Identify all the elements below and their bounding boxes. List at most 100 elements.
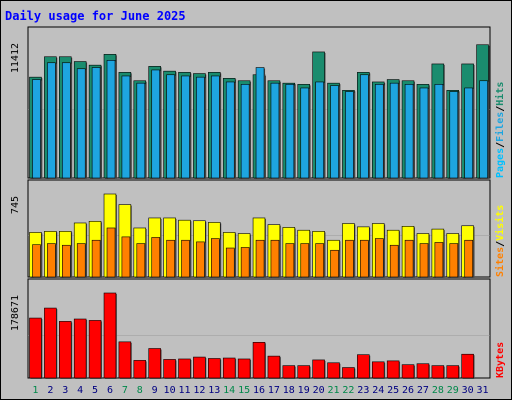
bar-files-day-11	[181, 75, 191, 179]
x-tick-label: 26	[402, 385, 414, 396]
bar-files-day-12	[196, 76, 206, 179]
bar-kbytes-day-28	[431, 365, 445, 379]
x-tick-label: 17	[268, 385, 280, 396]
bar-sites-day-2	[47, 243, 57, 278]
bar-kbytes-day-5	[88, 320, 103, 379]
legend-entry: Sites	[494, 247, 506, 277]
bar-kbytes-day-6	[103, 292, 117, 379]
bar-kbytes-day-23	[357, 354, 371, 379]
bar-sites-day-15	[240, 247, 251, 278]
panel-legend: Sites/Visits	[494, 205, 506, 277]
bar-files-day-31	[479, 80, 489, 179]
panel-max-label: 745	[10, 196, 21, 214]
bar-kbytes-day-30	[461, 353, 475, 379]
x-tick-label: 12	[193, 385, 205, 396]
x-tick-label: 21	[327, 385, 339, 396]
bar-files-day-6	[106, 60, 117, 179]
bar-files-day-3	[62, 62, 72, 179]
bar-kbytes-day-27	[416, 363, 430, 379]
bar-kbytes-day-3	[59, 321, 73, 379]
bar-kbytes-day-19	[297, 365, 311, 379]
bar-kbytes-day-12	[193, 356, 207, 379]
panel-max-label: 178671	[10, 295, 21, 331]
bar-files-day-4	[76, 68, 87, 179]
bar-sites-day-30	[464, 239, 474, 278]
bar-kbytes-day-26	[401, 364, 415, 379]
x-tick-label: 22	[342, 385, 354, 396]
panel-visits-sites: 745 Sites/Visits	[10, 179, 506, 278]
bar-sites-day-29	[449, 243, 459, 278]
bar-sites-day-20	[315, 243, 325, 278]
x-tick-label: 13	[208, 385, 220, 396]
bar-files-day-7	[121, 75, 131, 179]
legend-entry: Pages	[495, 148, 506, 178]
bar-sites-day-17	[270, 239, 280, 278]
x-tick-label: 27	[417, 385, 429, 396]
bar-kbytes-day-25	[386, 360, 401, 379]
bar-files-day-10	[166, 74, 176, 179]
x-tick-label: 3	[62, 385, 68, 396]
bar-sites-day-26	[404, 239, 415, 278]
bar-files-day-14	[225, 81, 236, 179]
bar-sites-day-1	[32, 244, 42, 278]
bar-kbytes-day-18	[282, 365, 296, 379]
x-tick-label: 31	[477, 385, 489, 396]
chart-panels: 11412Pages/Files/Hits745Sites/Visits1786…	[10, 26, 506, 379]
x-tick-label: 20	[313, 385, 325, 396]
panel-legend: KBytes	[495, 342, 506, 378]
x-tick-label: 2	[47, 385, 53, 396]
bar-kbytes-day-17	[267, 355, 281, 379]
bar-files-day-29	[449, 91, 459, 179]
bar-kbytes-day-11	[178, 358, 192, 379]
x-tick-label: 24	[372, 385, 384, 396]
bar-kbytes-day-14	[222, 357, 237, 379]
x-tick-label: 18	[283, 385, 295, 396]
bar-kbytes-day-16	[252, 342, 266, 379]
bar-sites-day-9	[151, 237, 161, 278]
bar-kbytes-day-15	[237, 358, 252, 379]
bar-files-day-18	[285, 84, 295, 179]
bar-files-day-22	[345, 91, 355, 179]
bar-files-day-20	[315, 81, 325, 179]
bar-sites-day-3	[62, 244, 72, 278]
legend-entry: /	[495, 142, 506, 148]
bar-kbytes-day-20	[312, 359, 326, 379]
legend-entry: Files	[494, 112, 506, 142]
panel-legend: Pages/Files/Hits	[494, 82, 506, 178]
x-tick-label: 5	[92, 385, 98, 396]
bar-files-day-2	[47, 62, 57, 179]
bar-sites-day-21	[330, 249, 340, 278]
bar-sites-day-4	[76, 243, 87, 278]
panel-max-label: 11412	[10, 43, 21, 73]
legend-entry: Hits	[494, 82, 506, 106]
x-tick-label: 1	[32, 385, 38, 396]
bar-kbytes-day-8	[133, 360, 147, 379]
legend-entry: Visits	[494, 205, 506, 241]
x-tick-label: 9	[152, 385, 158, 396]
bar-sites-day-16	[255, 239, 266, 278]
bar-files-day-23	[360, 74, 370, 179]
x-tick-label: 4	[77, 385, 83, 396]
x-tick-label: 19	[298, 385, 310, 396]
bar-kbytes-day-13	[208, 358, 222, 379]
bar-sites-day-6	[106, 227, 117, 278]
panel-kbytes: 178671 KBytes	[10, 278, 506, 379]
bar-files-day-27	[419, 87, 429, 179]
bar-kbytes-day-9	[148, 348, 162, 379]
bar-sites-day-8	[136, 243, 146, 278]
bar-sites-day-24	[374, 238, 385, 278]
bar-sites-day-27	[419, 243, 429, 278]
bar-files-day-16	[255, 67, 266, 179]
bar-sites-day-19	[300, 243, 310, 278]
x-tick-label: 15	[238, 385, 250, 396]
bar-files-day-26	[404, 84, 415, 179]
bar-files-day-19	[300, 87, 310, 179]
x-tick-label: 10	[164, 385, 176, 396]
bar-files-day-28	[434, 84, 444, 179]
x-tick-label: 25	[387, 385, 399, 396]
bar-sites-day-5	[91, 239, 102, 278]
legend-entry: KBytes	[495, 342, 506, 378]
bar-sites-day-7	[121, 236, 131, 278]
